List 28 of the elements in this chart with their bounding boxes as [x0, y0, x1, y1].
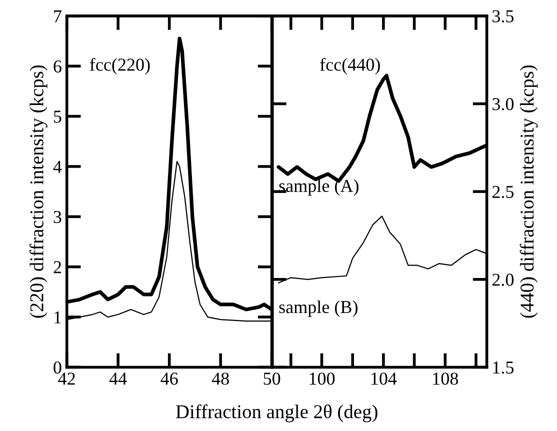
annotation: fcc(440)	[320, 58, 380, 74]
x-axis-title: Diffraction angle 2θ (deg)	[176, 404, 378, 422]
x-tick-label: 48	[212, 372, 229, 385]
x-tick-label: 42	[58, 372, 75, 385]
y-tick-label: 2.5	[492, 186, 514, 198]
y-tick-label: 4	[53, 160, 62, 173]
y-tick-label: 2	[54, 261, 61, 274]
y-tick-label: 3	[54, 210, 62, 224]
y-tick-label: 6	[54, 60, 62, 73]
y-tick-label: 0	[54, 361, 62, 374]
x-tick-label: 100	[310, 372, 335, 385]
y-tick-label: 3.0	[492, 98, 514, 110]
x-tick-label: 108	[433, 372, 458, 385]
legend-label: sample (B)	[279, 300, 358, 317]
y-tick-label: 1.5	[493, 362, 514, 374]
y-tick-label: 7	[54, 10, 62, 22]
x-tick-label: 104	[372, 372, 397, 385]
legend-label: sample (A)	[279, 179, 358, 196]
y-tick-label: 3.5	[492, 10, 514, 22]
annotation: fcc(220)	[90, 58, 150, 74]
y-tick-label: 1	[54, 311, 61, 324]
y-axis-title: (220) diffraction intensity (kcps)	[30, 65, 48, 318]
y-axis-title: (440) diffraction intensity (kcps)	[520, 65, 538, 318]
x-tick-label: 50	[264, 372, 280, 385]
y-tick-label: 5	[54, 110, 62, 123]
y-tick-label: 2.0	[492, 274, 514, 286]
x-tick-label: 44	[109, 372, 127, 385]
x-tick-label: 46	[160, 372, 178, 385]
